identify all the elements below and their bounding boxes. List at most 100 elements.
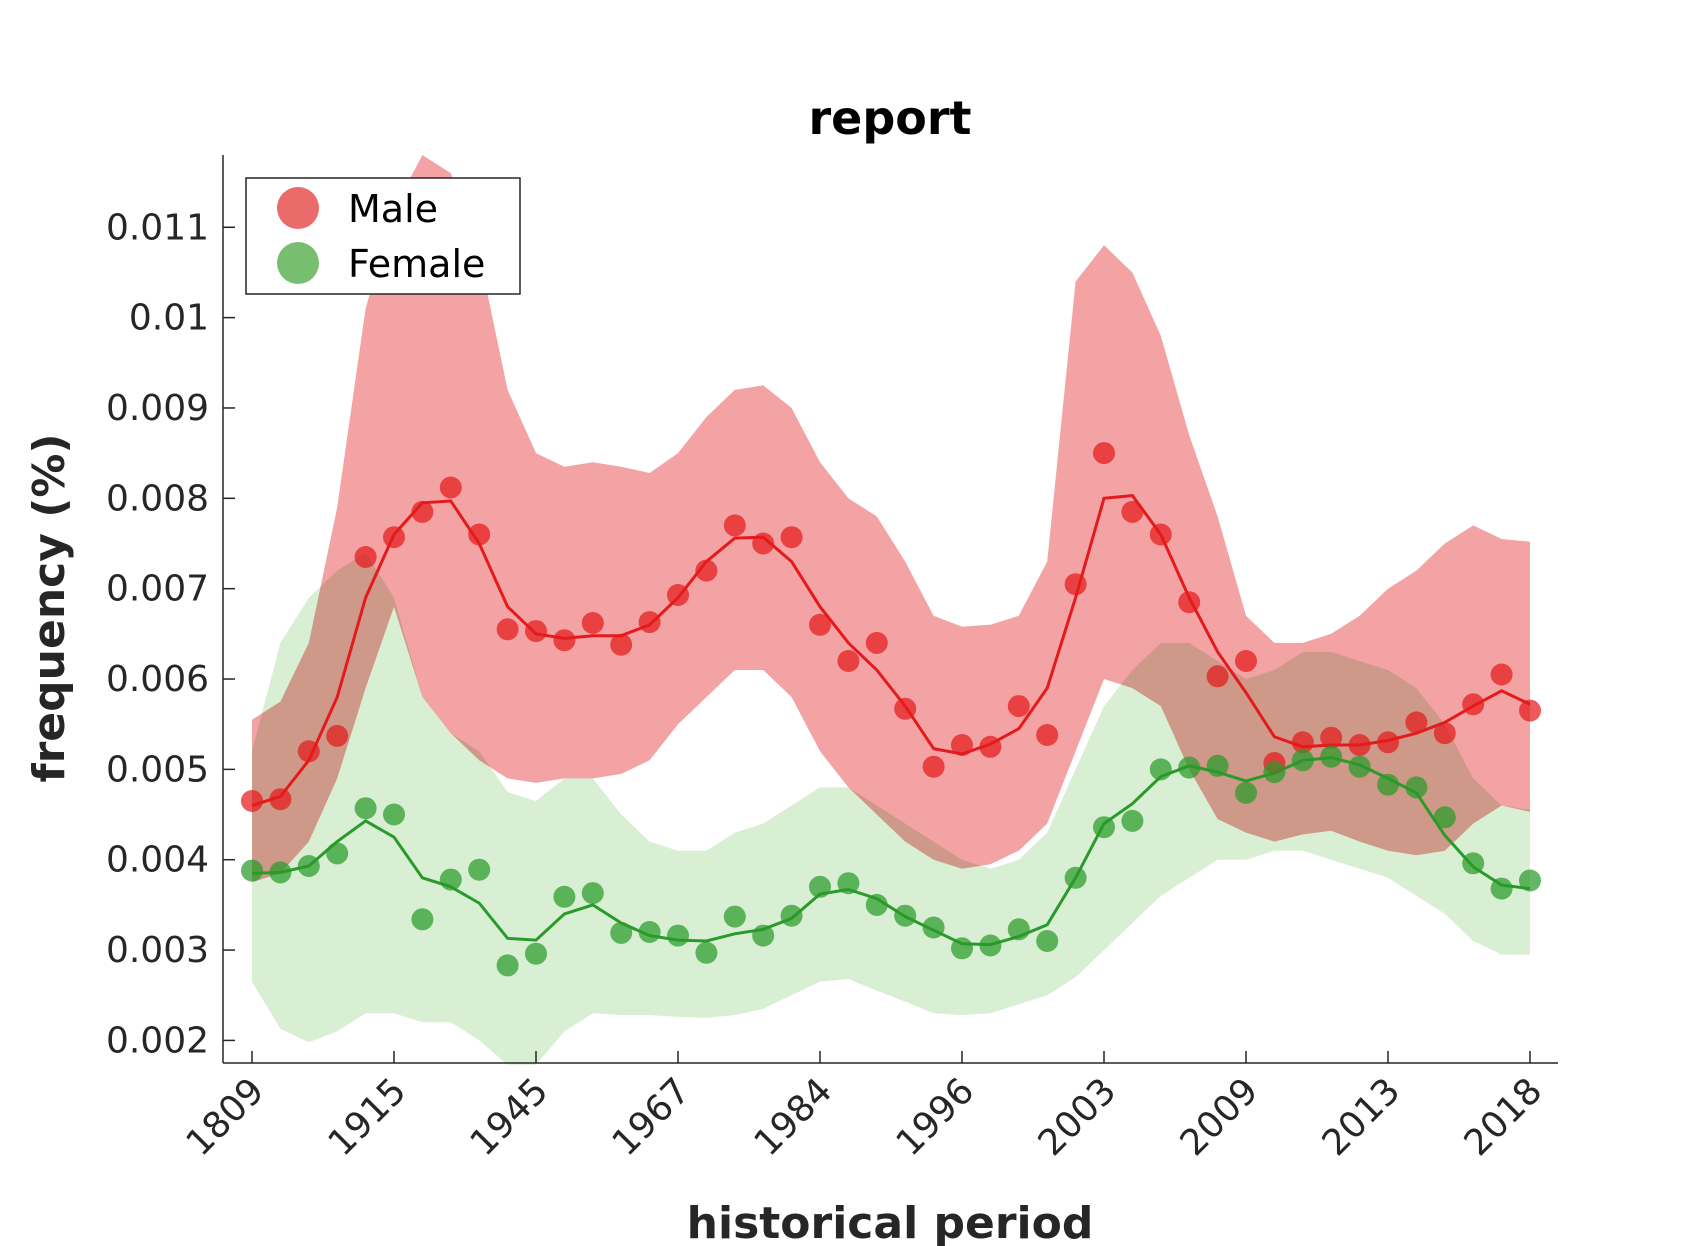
point-male [1235,650,1257,672]
smoothed-lines [251,494,1531,947]
point-male [1320,726,1343,749]
point-male [752,532,775,555]
point-male [809,613,831,636]
y-tick-label: 0.007 [106,569,209,610]
point-male [1121,500,1144,523]
point-male [610,633,633,656]
point-female [894,904,917,927]
point-male [269,788,292,811]
x-tick-label: 1945 [463,1070,557,1164]
point-female [922,916,945,939]
legend-label-female: Female [348,242,485,286]
y-tick-label: 0.005 [106,749,209,790]
point-male [1348,734,1371,756]
point-male [1519,699,1541,722]
point-male [297,740,320,763]
point-male [1149,523,1172,546]
point-male [723,514,746,537]
point-male [326,724,349,747]
legend-marker-female [277,242,319,284]
point-male [922,755,945,778]
x-tick-label: 1915 [321,1070,415,1164]
x-tick-label: 2013 [1315,1070,1409,1164]
point-female [496,954,519,977]
point-male [241,790,263,812]
point-male [411,500,434,523]
point-male [1093,442,1115,465]
point-female [553,885,576,908]
point-female [723,905,746,928]
data-points [241,442,1541,977]
point-female [1178,756,1201,779]
y-tick-label: 0.006 [106,659,209,700]
point-male [1377,731,1399,754]
point-female [1206,754,1229,777]
point-female [241,859,263,882]
y-tick-label: 0.004 [106,840,209,881]
point-female [1036,930,1059,952]
x-tick-label: 2009 [1173,1070,1267,1164]
point-male [695,559,718,582]
point-male [894,697,917,720]
point-female [667,924,689,947]
legend: Male Female [245,177,521,295]
point-female [865,893,888,916]
point-male [581,612,604,634]
point-female [979,934,1002,957]
point-female [610,921,633,944]
point-male [865,631,888,654]
point-female [439,868,462,891]
point-female [638,921,661,943]
point-female [297,855,320,877]
point-male [1064,573,1087,596]
y-tick-label: 0.01 [129,298,209,339]
point-male [354,546,377,568]
point-male [1490,663,1513,686]
point-female [1263,761,1286,784]
point-female [951,937,973,960]
point-male [1206,665,1229,688]
y-tick-label: 0.009 [106,388,209,429]
x-axis-label: historical period [687,1198,1094,1246]
point-female [525,942,547,965]
point-male [979,735,1002,758]
point-female [1377,773,1399,796]
y-tick-label: 0.008 [106,478,209,519]
point-female [354,797,377,820]
point-female [411,908,434,931]
y-axis-label: frequency (%) [24,433,75,782]
point-male [1291,731,1314,754]
point-female [1405,776,1428,799]
point-male [1405,711,1428,734]
point-male [638,611,661,634]
point-female [809,875,831,898]
line-male [251,494,1531,807]
chart-title: report [808,91,971,145]
x-tick-label: 2018 [1457,1070,1551,1164]
point-male [951,734,973,756]
point-male [667,584,689,606]
point-male [468,523,491,546]
legend-label-male: Male [348,187,438,231]
y-tick-label: 0.002 [106,1020,209,1061]
y-tick-label: 0.011 [106,207,209,248]
point-male [1007,695,1030,718]
point-female [1433,806,1456,829]
point-female [1093,816,1115,839]
y-tick-label: 0.003 [106,930,209,971]
point-female [1490,877,1513,900]
point-female [383,803,405,826]
point-female [1007,918,1030,941]
point-female [1149,758,1172,781]
point-male [837,650,860,672]
line-female [251,756,1531,947]
point-female [468,858,491,881]
point-male [383,526,405,549]
x-tick-label: 1809 [179,1070,273,1164]
point-female [581,882,604,905]
point-female [780,904,803,927]
point-male [1178,591,1201,614]
point-male [553,629,576,652]
point-female [1064,866,1087,889]
